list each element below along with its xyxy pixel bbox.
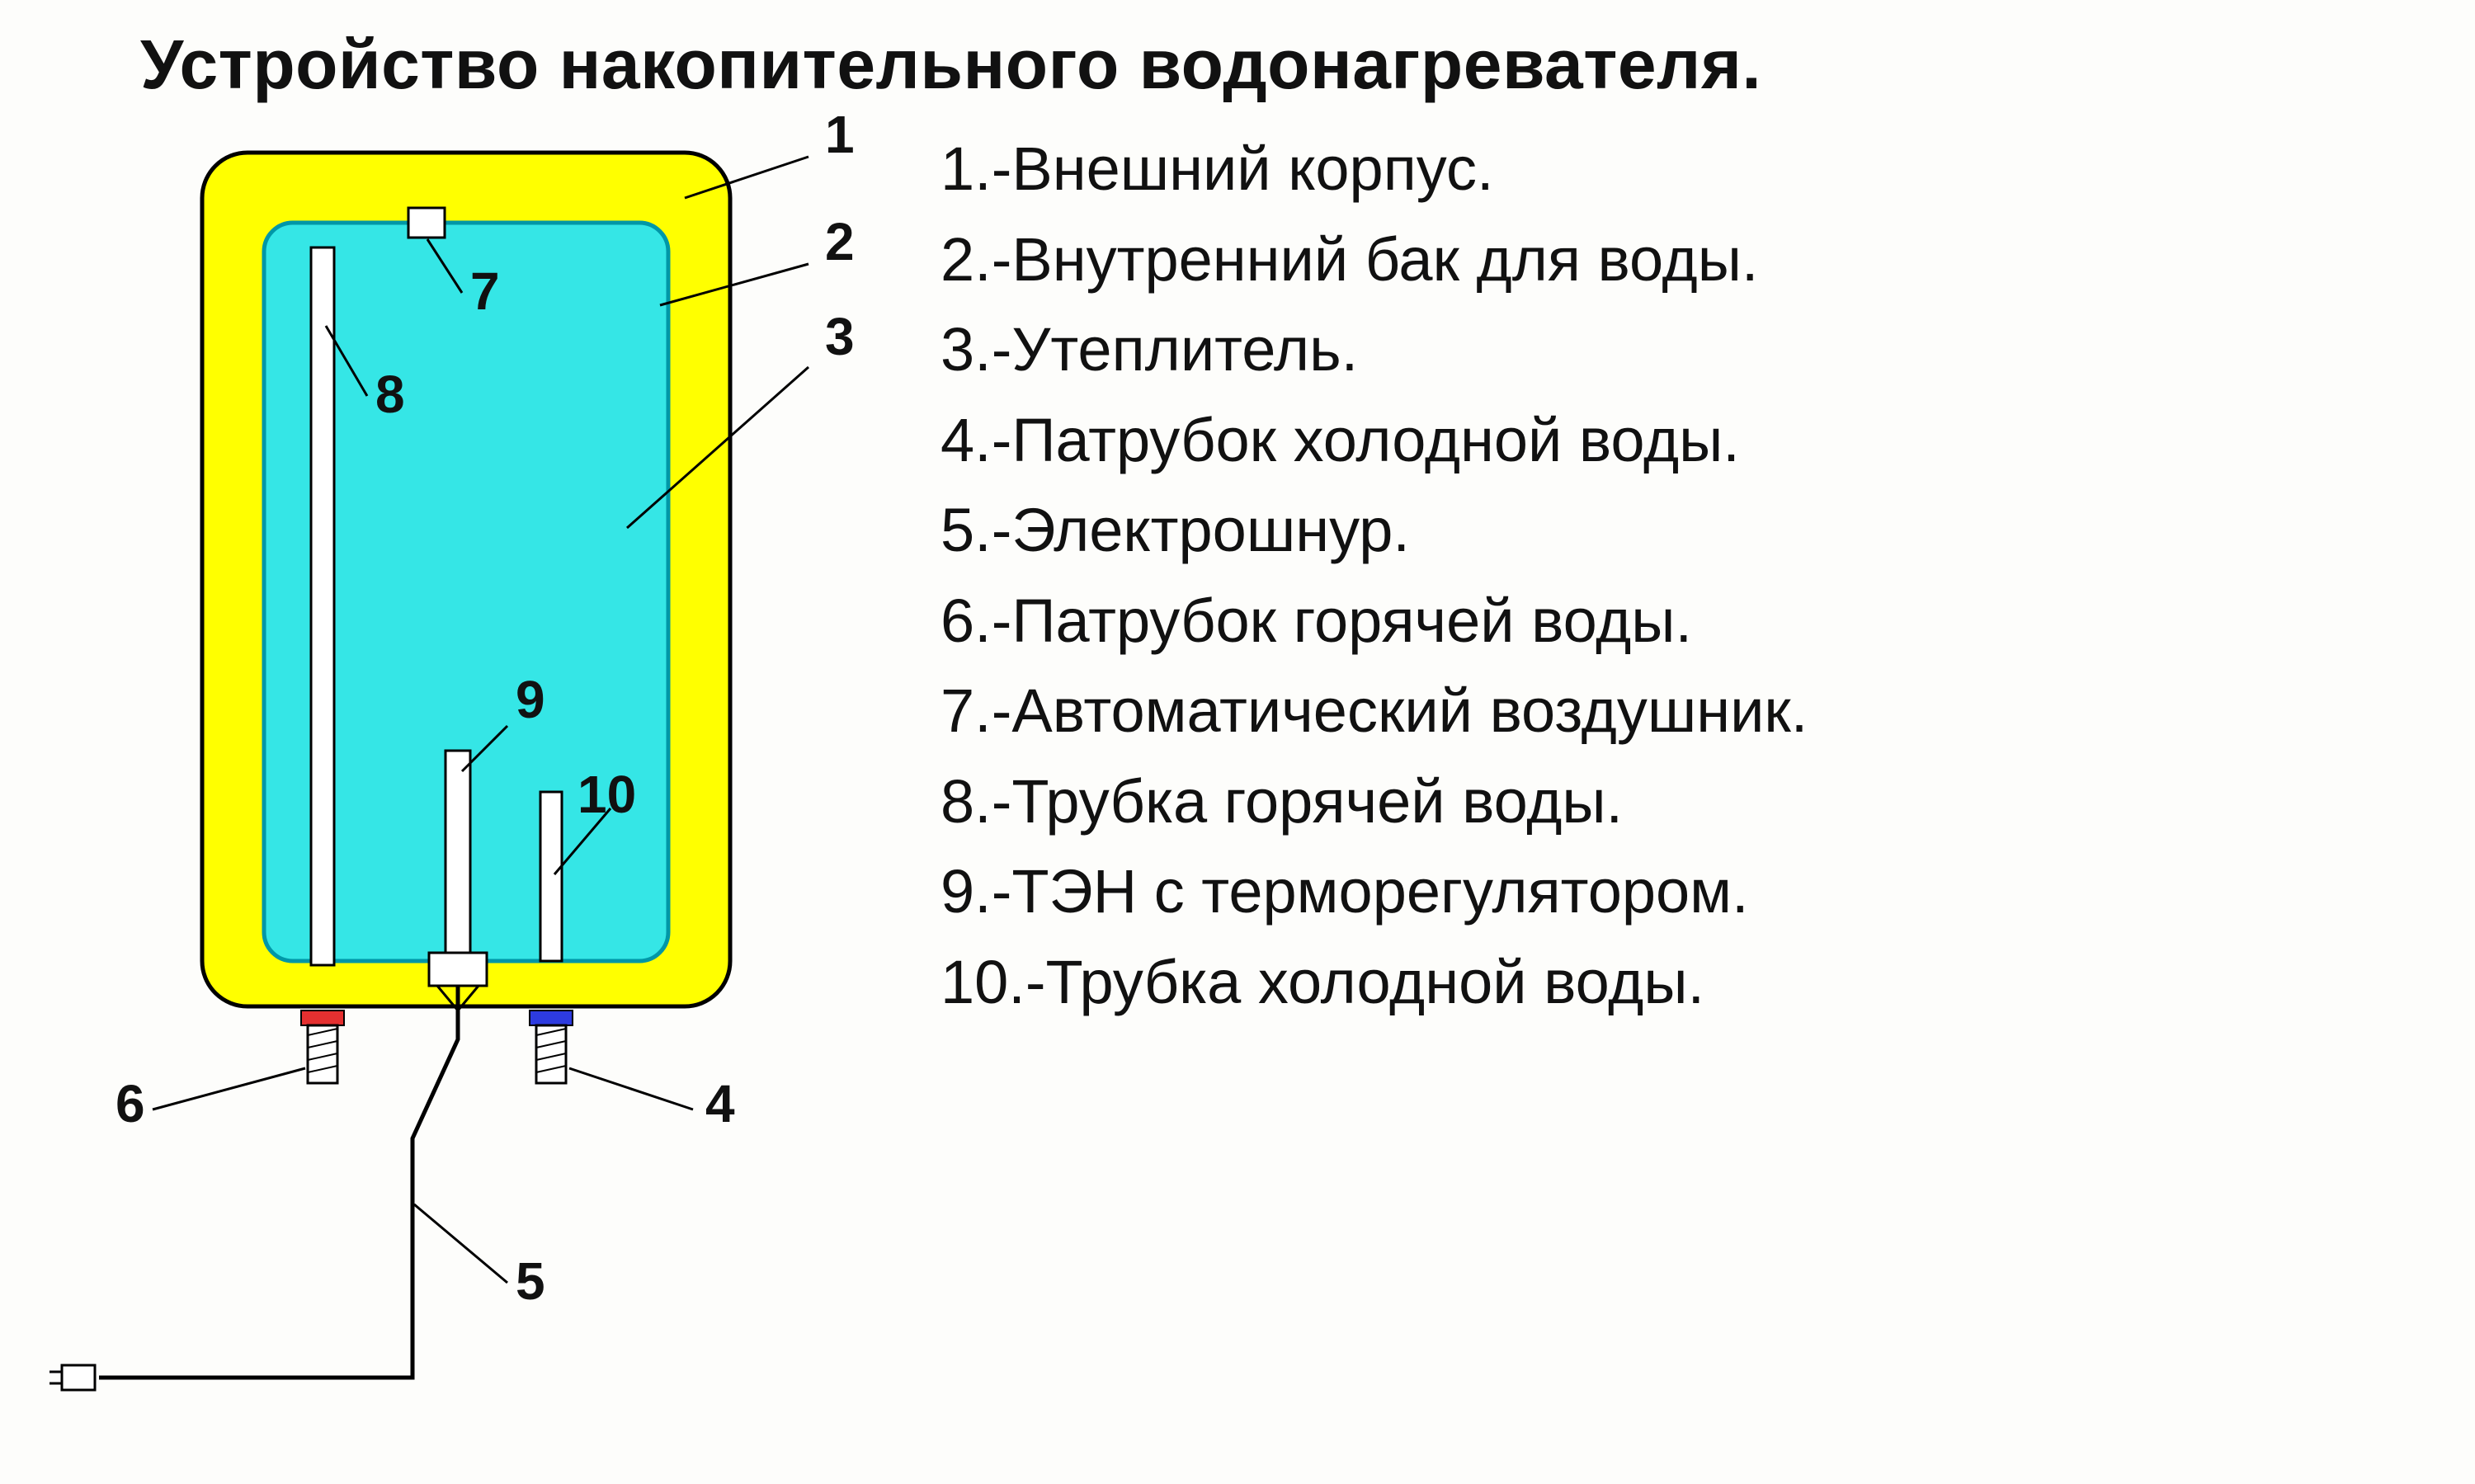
air-vent — [408, 208, 445, 238]
callout-number: 6 — [116, 1074, 145, 1133]
callout-number: 8 — [375, 365, 405, 424]
callout-number: 10 — [578, 765, 636, 824]
power-cord — [99, 986, 458, 1378]
callout-number: 2 — [825, 212, 855, 271]
callout-leader — [153, 1068, 305, 1109]
callout-number: 7 — [470, 261, 500, 321]
hot-water-tube — [311, 247, 334, 965]
cold-water-tube — [540, 792, 562, 961]
callout-number: 3 — [825, 307, 855, 366]
callout-number: 9 — [516, 670, 545, 729]
cold-collar — [530, 1011, 573, 1025]
heater-base — [429, 953, 487, 986]
callout-leader — [414, 1204, 507, 1283]
callout-number: 5 — [516, 1251, 545, 1311]
heating-element — [446, 751, 470, 961]
water-heater-diagram: 1 2 3 7 8 9 10 6 4 5 — [0, 0, 2475, 1484]
callout-number: 4 — [705, 1074, 735, 1133]
page: Устройство накопительного водонагревател… — [0, 0, 2475, 1484]
callout-leader — [569, 1068, 693, 1109]
hot-collar — [301, 1011, 344, 1025]
callout-number: 1 — [825, 105, 855, 164]
power-plug — [62, 1365, 95, 1390]
